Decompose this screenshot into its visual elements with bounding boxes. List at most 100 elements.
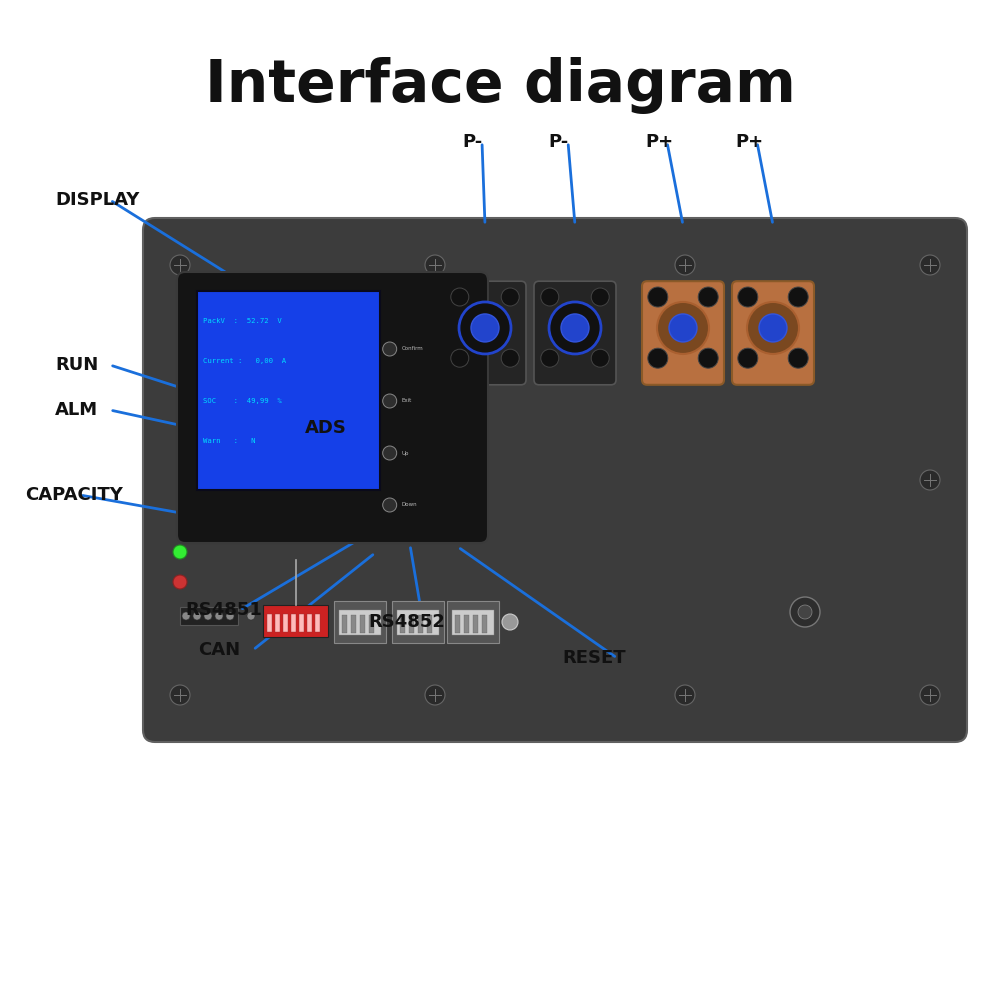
Text: Current :   0,00  A: Current : 0,00 A — [203, 358, 286, 364]
Circle shape — [170, 685, 190, 705]
Circle shape — [459, 302, 511, 354]
FancyBboxPatch shape — [177, 272, 488, 543]
Bar — [427, 615, 432, 633]
Bar — [197, 291, 380, 490]
Text: P+: P+ — [735, 133, 763, 151]
Text: Confirm: Confirm — [402, 347, 423, 352]
Circle shape — [182, 612, 190, 620]
FancyBboxPatch shape — [534, 281, 616, 385]
Circle shape — [170, 255, 190, 275]
Circle shape — [226, 612, 234, 620]
Circle shape — [383, 446, 397, 460]
Bar — [360, 615, 365, 633]
Text: P+: P+ — [645, 133, 673, 151]
Bar — [263, 605, 328, 637]
Text: RS4851: RS4851 — [185, 601, 262, 619]
Circle shape — [173, 545, 187, 559]
Text: P-: P- — [548, 133, 568, 151]
Circle shape — [247, 612, 255, 620]
Circle shape — [425, 255, 445, 275]
Bar — [418, 615, 423, 633]
Circle shape — [501, 288, 519, 306]
Text: CAPACITY: CAPACITY — [25, 486, 123, 504]
Circle shape — [648, 348, 668, 368]
Circle shape — [669, 314, 697, 342]
Text: DISPLAY: DISPLAY — [55, 191, 139, 209]
Text: Down: Down — [402, 502, 417, 508]
FancyBboxPatch shape — [143, 218, 967, 742]
Circle shape — [501, 349, 519, 367]
Circle shape — [747, 302, 799, 354]
FancyBboxPatch shape — [447, 601, 499, 643]
Bar — [267, 614, 272, 632]
FancyBboxPatch shape — [334, 601, 386, 643]
Bar — [342, 615, 347, 633]
Bar — [180, 607, 238, 625]
Bar — [351, 615, 356, 633]
Text: RUN: RUN — [55, 356, 98, 374]
Circle shape — [541, 288, 559, 306]
Text: RESET: RESET — [562, 649, 626, 667]
Circle shape — [204, 612, 212, 620]
Circle shape — [657, 302, 709, 354]
Text: SOC    :  49,99  %: SOC : 49,99 % — [203, 398, 282, 404]
Circle shape — [215, 612, 223, 620]
Bar — [400, 615, 405, 633]
Circle shape — [561, 314, 589, 342]
Circle shape — [759, 314, 787, 342]
Circle shape — [788, 287, 808, 307]
Circle shape — [549, 302, 601, 354]
FancyBboxPatch shape — [642, 281, 724, 385]
Circle shape — [383, 342, 397, 356]
Bar — [455, 615, 460, 633]
Bar — [397, 610, 439, 635]
Text: PackV  :  52.72  V: PackV : 52.72 V — [203, 318, 282, 324]
Circle shape — [698, 348, 718, 368]
Text: P-: P- — [462, 133, 482, 151]
Text: Exit: Exit — [402, 398, 412, 403]
Bar — [315, 614, 320, 632]
Circle shape — [541, 349, 559, 367]
Text: Warn   :   N: Warn : N — [203, 438, 256, 444]
Circle shape — [425, 685, 445, 705]
Bar — [482, 615, 487, 633]
Bar — [283, 614, 288, 632]
Circle shape — [738, 348, 758, 368]
Bar — [339, 610, 381, 635]
Circle shape — [798, 605, 812, 619]
Bar — [299, 614, 304, 632]
Circle shape — [738, 287, 758, 307]
Circle shape — [591, 288, 609, 306]
Circle shape — [193, 612, 201, 620]
Bar — [409, 615, 414, 633]
Text: CAN: CAN — [198, 641, 240, 659]
Text: ADS: ADS — [305, 419, 347, 437]
Circle shape — [451, 349, 469, 367]
Circle shape — [648, 287, 668, 307]
Circle shape — [173, 575, 187, 589]
Bar — [464, 615, 469, 633]
Bar — [291, 614, 296, 632]
Bar — [473, 615, 478, 633]
FancyBboxPatch shape — [444, 281, 526, 385]
Circle shape — [790, 597, 820, 627]
Bar — [307, 614, 312, 632]
Bar — [369, 615, 374, 633]
Circle shape — [920, 470, 940, 490]
Circle shape — [920, 255, 940, 275]
Circle shape — [591, 349, 609, 367]
Circle shape — [675, 255, 695, 275]
Text: ALM: ALM — [55, 401, 98, 419]
Circle shape — [383, 394, 397, 408]
Circle shape — [471, 314, 499, 342]
Circle shape — [383, 498, 397, 512]
Circle shape — [698, 287, 718, 307]
Text: Up: Up — [402, 450, 409, 456]
Circle shape — [675, 685, 695, 705]
FancyBboxPatch shape — [732, 281, 814, 385]
Circle shape — [788, 348, 808, 368]
Circle shape — [920, 685, 940, 705]
Bar — [275, 614, 280, 632]
Text: Interface diagram: Interface diagram — [205, 56, 795, 113]
FancyBboxPatch shape — [392, 601, 444, 643]
